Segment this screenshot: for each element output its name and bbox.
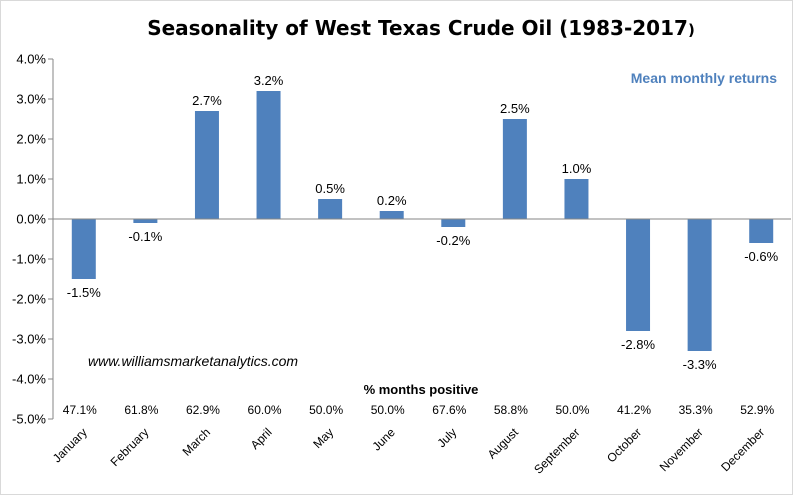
bar-value-label: 1.0% <box>562 161 592 176</box>
months-positive-value: 35.3% <box>679 403 713 417</box>
months-positive-value: 67.6% <box>432 403 466 417</box>
x-tick-label: July <box>434 425 459 450</box>
months-positive-value: 60.0% <box>248 403 282 417</box>
months-positive-value: 50.0% <box>309 403 343 417</box>
months-positive-header: % months positive <box>364 382 479 397</box>
y-tick-label: 1.0% <box>16 172 46 187</box>
y-tick-label: 0.0% <box>16 212 46 227</box>
bar-value-label: 2.7% <box>192 93 222 108</box>
bar-value-label: 0.2% <box>377 193 407 208</box>
y-tick-label: 3.0% <box>16 92 46 107</box>
bars-group <box>71 91 774 351</box>
months-positive-value: 41.2% <box>617 403 651 417</box>
y-tick-label: 4.0% <box>16 52 46 67</box>
y-tick-label: -1.0% <box>12 252 46 267</box>
bar-value-label: 3.2% <box>254 73 284 88</box>
bar-december <box>749 219 774 243</box>
months-positive-value: 62.9% <box>186 403 220 417</box>
bar-november <box>687 219 712 351</box>
x-tick-label: February <box>108 425 152 469</box>
bar-june <box>379 211 404 219</box>
x-tick-label: August <box>485 425 522 462</box>
y-tick-label: -3.0% <box>12 332 46 347</box>
x-tick-label: June <box>370 425 399 454</box>
bar-labels-group: -1.5% -0.1% 2.7% 3.2% 0.5% 0.2% -0.2% 2.5% 1.0% -… <box>67 73 779 372</box>
legend-label: Mean monthly returns <box>631 70 777 86</box>
bar-april <box>256 91 281 219</box>
x-axis-labels: January February March April May June July Augu… <box>50 425 768 477</box>
bar-july <box>441 219 466 227</box>
bar-value-label: -0.1% <box>128 229 162 244</box>
months-positive-value: 58.8% <box>494 403 528 417</box>
bar-october <box>626 219 651 331</box>
months-positive-value: 61.8% <box>124 403 158 417</box>
x-tick-label: May <box>310 425 336 451</box>
months-positive-value: 50.0% <box>555 403 589 417</box>
x-tick-label: April <box>248 425 275 452</box>
bar-value-label: 2.5% <box>500 101 530 116</box>
x-tick-label: November <box>657 425 706 474</box>
y-tick-label: -5.0% <box>12 412 46 427</box>
chart-title-main: Seasonality of West Texas Crude Oil (198… <box>147 16 688 40</box>
bar-value-label: -0.6% <box>744 249 778 264</box>
bar-value-label: -2.8% <box>621 337 655 352</box>
chart-title: Seasonality of West Texas Crude Oil (198… <box>147 16 695 40</box>
x-tick-label: December <box>718 425 767 474</box>
x-tick-label: September <box>531 425 582 476</box>
months-positive-row: 47.1% 61.8% 62.9% 60.0% 50.0% 50.0% 67.6% 58.8%… <box>63 403 775 417</box>
y-tick-label: 2.0% <box>16 132 46 147</box>
bar-september <box>564 179 589 219</box>
chart-title-closing: ) <box>688 21 695 39</box>
x-tick-label: March <box>180 425 213 458</box>
months-positive-value: 47.1% <box>63 403 97 417</box>
bar-august <box>502 119 527 219</box>
bar-february <box>133 219 158 223</box>
bar-january <box>71 219 96 279</box>
bar-value-label: 0.5% <box>315 181 345 196</box>
y-axis-ticks: 4.0% 3.0% 2.0% 1.0% 0.0% -1.0% -2.0% -3.0% -4.0%… <box>12 52 53 427</box>
bar-may <box>318 199 343 219</box>
bar-value-label: -3.3% <box>683 357 717 372</box>
months-positive-value: 50.0% <box>371 403 405 417</box>
x-tick-label: January <box>50 425 90 465</box>
y-tick-label: -2.0% <box>12 292 46 307</box>
bar-march <box>194 111 219 219</box>
y-tick-label: -4.0% <box>12 372 46 387</box>
x-tick-label: October <box>604 425 644 465</box>
bar-value-label: -0.2% <box>436 233 470 248</box>
months-positive-value: 52.9% <box>740 403 774 417</box>
bar-value-label: -1.5% <box>67 285 101 300</box>
watermark-url: www.williamsmarketanalytics.com <box>88 353 298 369</box>
